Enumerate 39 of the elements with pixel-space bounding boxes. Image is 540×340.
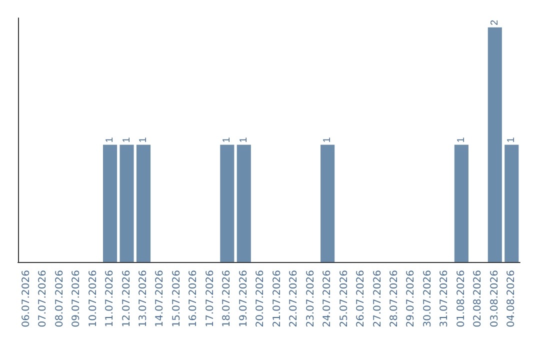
data-label: 1 [506, 136, 518, 143]
x-tick-label: 19.07.2026 [238, 270, 250, 328]
data-label: 1 [138, 136, 149, 143]
x-tick-label: 27.07.2026 [372, 270, 384, 328]
x-tick-label: 13.07.2026 [138, 270, 149, 328]
x-tick-label: 18.07.2026 [222, 270, 233, 328]
x-tick-label: 16.07.2026 [188, 270, 200, 328]
x-tick-label: 02.08.2026 [472, 270, 484, 328]
x-tick-label: 23.07.2026 [305, 270, 316, 328]
x-tick-label: 22.07.2026 [288, 270, 300, 328]
x-tick-label: 01.08.2026 [456, 270, 467, 328]
x-tick-label: 24.07.2026 [322, 270, 334, 328]
data-label: 1 [322, 136, 334, 143]
x-tick-label: 10.07.2026 [88, 270, 99, 328]
x-tick-label: 03.08.2026 [489, 270, 500, 328]
data-label: 1 [238, 136, 250, 143]
x-tick-label: 20.07.2026 [255, 270, 266, 328]
x-tick-label: 09.07.2026 [71, 270, 82, 328]
data-label: 1 [104, 136, 116, 143]
x-tick-label: 14.07.2026 [154, 270, 166, 328]
x-tick-label: 15.07.2026 [171, 270, 182, 328]
data-label: 1 [222, 136, 233, 143]
data-label: 1 [121, 136, 132, 143]
x-tick-label: 30.07.2026 [422, 270, 434, 328]
x-tick-label: 06.07.2026 [20, 270, 32, 328]
x-tick-label: 07.07.2026 [38, 270, 49, 328]
x-tick-label: 04.08.2026 [506, 270, 518, 328]
x-tick-label: 28.07.2026 [389, 270, 400, 328]
x-tick-label: 21.07.2026 [272, 270, 283, 328]
x-tick-label: 12.07.2026 [121, 270, 132, 328]
data-label: 1 [456, 136, 467, 143]
x-tick-label: 11.07.2026 [104, 270, 116, 328]
x-tick-label: 26.07.2026 [356, 270, 367, 328]
x-tick-label: 08.07.2026 [54, 270, 66, 328]
data-label: 2 [489, 19, 500, 26]
x-tick-label: 25.07.2026 [338, 270, 350, 328]
x-tick-label: 29.07.2026 [406, 270, 417, 328]
x-tick-label: 17.07.2026 [204, 270, 216, 328]
x-tick-label: 31.07.2026 [439, 270, 450, 328]
